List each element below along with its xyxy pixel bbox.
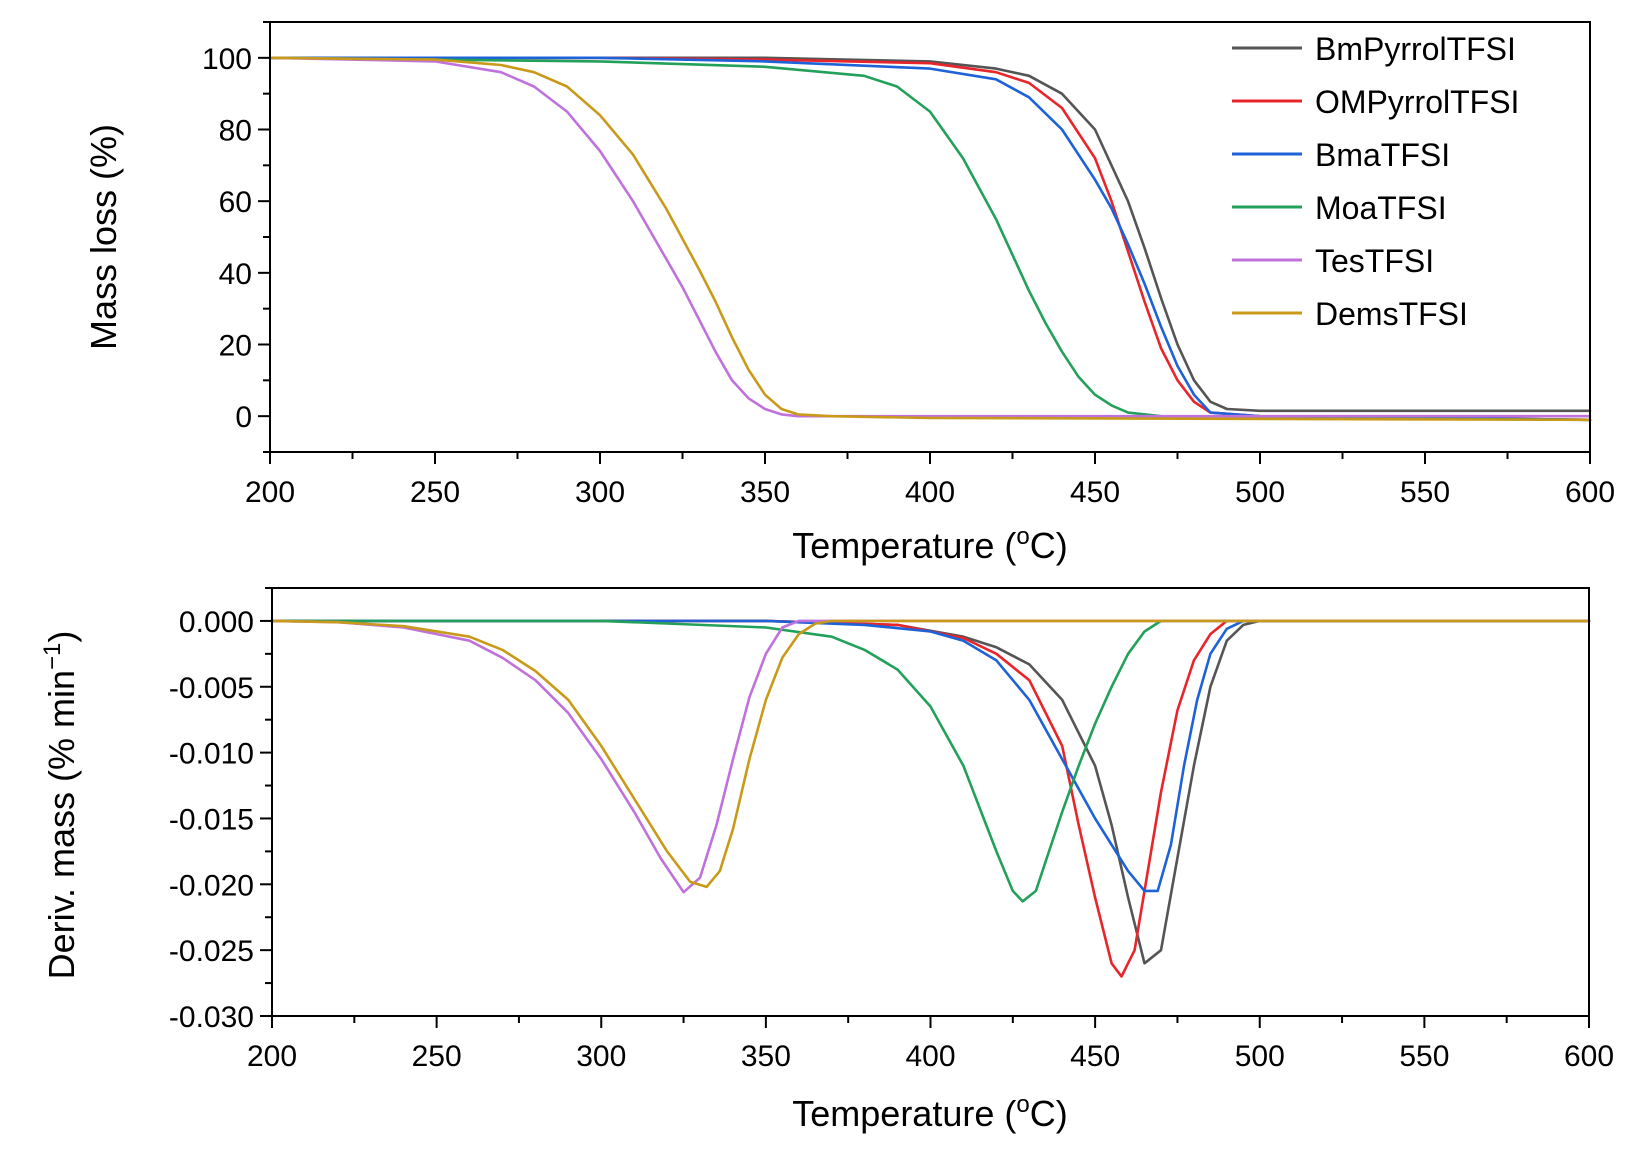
derivative-y-axis-title: Deriv. mass (% min−1)	[39, 631, 82, 980]
mass-loss-chart: 200 250 300 350 400 450 500 550 600 0 20 40 60 80 100…	[83, 21, 1615, 566]
derivative-line-ompyrroltfsi	[270, 619, 1591, 978]
derivative-x-tick-label: 450	[1070, 1040, 1120, 1073]
derivative-y-tick-label: -0.030	[169, 1001, 254, 1034]
mass-loss-y-ticks: 0 20 40 60 80 100	[202, 21, 270, 453]
derivative-y-tick-label: -0.015	[169, 803, 254, 836]
mass-loss-y-tick-label: 60	[219, 186, 252, 219]
mass-loss-y-tick-label: 100	[202, 43, 252, 76]
mass-loss-line-testfsi	[268, 56, 1592, 418]
derivative-line-testfsi	[270, 619, 1591, 894]
legend: BmPyrrolTFSI OMPyrrolTFSI BmaTFSI MoaTFSI Te…	[1232, 31, 1519, 332]
derivative-x-tick-label: 200	[247, 1040, 297, 1073]
mass-loss-x-tick-label: 200	[245, 476, 295, 509]
legend-label-ompyrroltfsi: OMPyrrolTFSI	[1315, 84, 1519, 120]
mass-loss-x-tick-label: 500	[1235, 476, 1285, 509]
derivative-x-axis-title: Temperature (oC)	[792, 1091, 1067, 1134]
mass-loss-line-moatfsi	[268, 56, 1592, 422]
derivative-line-demstfsi	[270, 619, 1591, 889]
mass-loss-series	[268, 56, 1592, 422]
mass-loss-x-axis-title: Temperature (oC)	[792, 523, 1067, 566]
mass-loss-x-tick-label: 250	[410, 476, 460, 509]
derivative-x-tick-label: 550	[1399, 1040, 1449, 1073]
legend-label-moatfsi: MoaTFSI	[1315, 190, 1447, 226]
derivative-plot-frame	[271, 587, 1590, 1017]
mass-loss-y-tick-label: 40	[219, 258, 252, 291]
mass-loss-line-bmpyrroltfsi	[268, 56, 1592, 413]
derivative-mass-series	[270, 619, 1591, 978]
mass-loss-x-tick-label: 350	[740, 476, 790, 509]
mass-loss-line-bmatfsi	[268, 56, 1592, 422]
derivative-line-bmatfsi	[270, 619, 1591, 893]
derivative-y-tick-label: 0.000	[179, 606, 254, 639]
mass-loss-x-tick-label: 300	[575, 476, 625, 509]
derivative-mass-chart: 200 250 300 350 400 450 500 550 600 0.000 -0.005 -…	[39, 587, 1614, 1134]
mass-loss-x-tick-label: 450	[1070, 476, 1120, 509]
mass-loss-y-tick-label: 80	[219, 115, 252, 148]
derivative-x-tick-label: 250	[412, 1040, 462, 1073]
legend-label-testfsi: TesTFSI	[1315, 243, 1434, 279]
derivative-line-moatfsi	[270, 619, 1591, 903]
derivative-y-tick-label: -0.010	[169, 738, 254, 771]
mass-loss-x-ticks: 200 250 300 350 400 450 500 550 600	[245, 452, 1615, 509]
mass-loss-line-demstfsi	[268, 56, 1592, 422]
legend-label-bmatfsi: BmaTFSI	[1315, 137, 1450, 173]
mass-loss-x-tick-label: 600	[1565, 476, 1615, 509]
derivative-line-bmpyrroltfsi	[270, 619, 1591, 965]
derivative-y-ticks: 0.000 -0.005 -0.010 -0.015 -0.020 -0.025 -0.03…	[169, 587, 272, 1034]
derivative-x-tick-label: 300	[576, 1040, 626, 1073]
legend-label-bmpyrroltfsi: BmPyrrolTFSI	[1315, 31, 1516, 67]
derivative-x-tick-label: 500	[1235, 1040, 1285, 1073]
mass-loss-y-axis-title: Mass loss (%)	[83, 124, 124, 350]
mass-loss-y-tick-label: 20	[219, 330, 252, 363]
derivative-y-tick-label: -0.025	[169, 935, 254, 968]
derivative-x-ticks: 200 250 300 350 400 450 500 550 600	[247, 1016, 1614, 1073]
mass-loss-x-tick-label: 400	[905, 476, 955, 509]
derivative-y-tick-label: -0.020	[169, 869, 254, 902]
derivative-y-tick-label: -0.005	[169, 672, 254, 705]
legend-label-demstfsi: DemsTFSI	[1315, 296, 1468, 332]
derivative-x-tick-label: 600	[1564, 1040, 1614, 1073]
derivative-x-tick-label: 350	[741, 1040, 791, 1073]
mass-loss-y-tick-label: 0	[235, 401, 252, 434]
mass-loss-x-tick-label: 550	[1400, 476, 1450, 509]
derivative-x-tick-label: 400	[905, 1040, 955, 1073]
